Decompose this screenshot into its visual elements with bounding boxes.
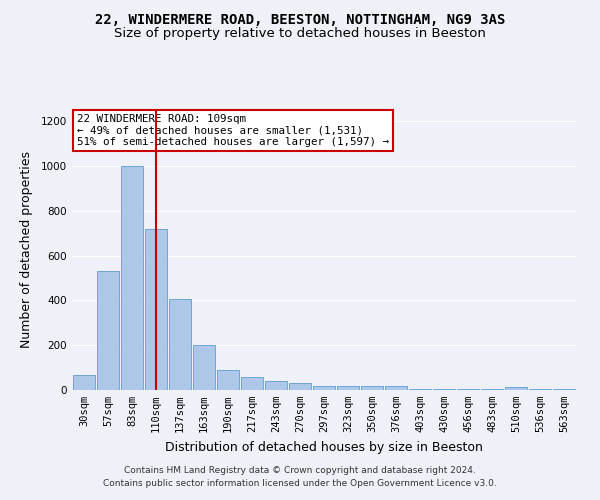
Text: Distribution of detached houses by size in Beeston: Distribution of detached houses by size …	[165, 441, 483, 454]
Bar	[121, 166, 143, 390]
Bar	[217, 370, 239, 390]
Bar	[553, 389, 575, 390]
Text: Size of property relative to detached houses in Beeston: Size of property relative to detached ho…	[114, 28, 486, 40]
Bar	[385, 386, 407, 390]
Bar	[289, 383, 311, 390]
Text: Contains HM Land Registry data © Crown copyright and database right 2024.
Contai: Contains HM Land Registry data © Crown c…	[103, 466, 497, 487]
Bar	[481, 389, 503, 390]
Bar	[169, 300, 191, 390]
Bar	[265, 381, 287, 390]
Text: 22, WINDERMERE ROAD, BEESTON, NOTTINGHAM, NG9 3AS: 22, WINDERMERE ROAD, BEESTON, NOTTINGHAM…	[95, 12, 505, 26]
Bar	[457, 389, 479, 390]
Bar	[193, 345, 215, 390]
Bar	[313, 386, 335, 390]
Bar	[145, 228, 167, 390]
Bar	[73, 376, 95, 390]
Bar	[433, 389, 455, 390]
Bar	[409, 389, 431, 390]
Bar	[241, 376, 263, 390]
Bar	[361, 386, 383, 390]
Bar	[529, 389, 551, 390]
Bar	[505, 388, 527, 390]
Text: 22 WINDERMERE ROAD: 109sqm
← 49% of detached houses are smaller (1,531)
51% of s: 22 WINDERMERE ROAD: 109sqm ← 49% of deta…	[77, 114, 389, 148]
Y-axis label: Number of detached properties: Number of detached properties	[20, 152, 32, 348]
Bar	[337, 386, 359, 390]
Bar	[97, 272, 119, 390]
